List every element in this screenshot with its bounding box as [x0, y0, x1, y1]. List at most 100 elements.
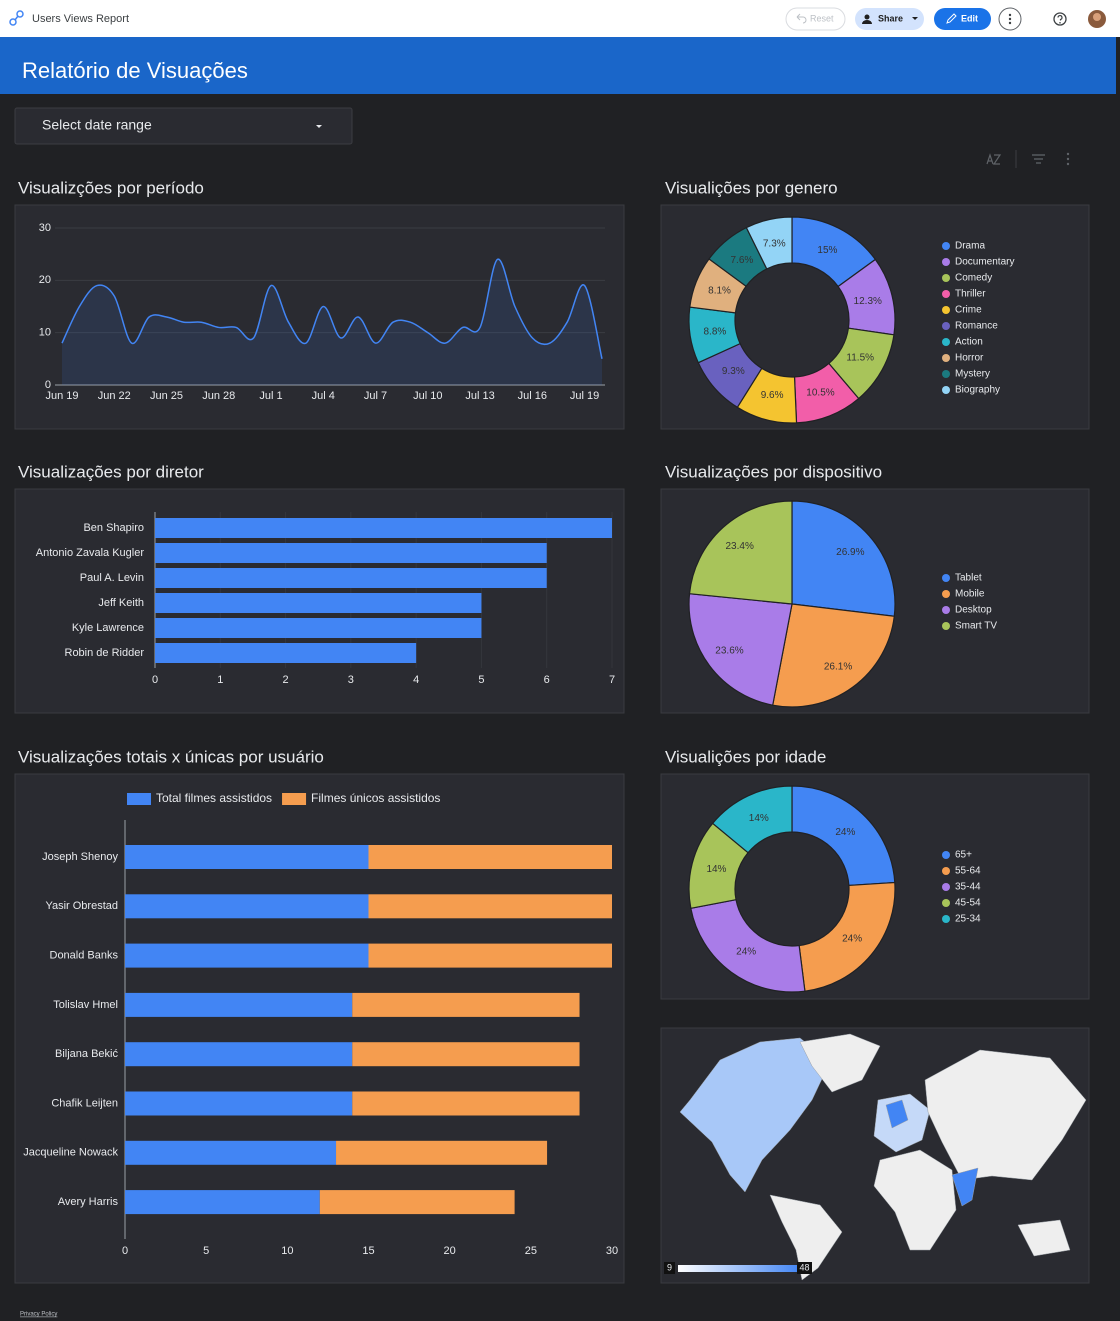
share-button[interactable]: Share — [855, 8, 924, 30]
legend-swatch — [942, 622, 950, 630]
chart-title: Visualições por idade — [665, 747, 826, 766]
toolbar-more[interactable] — [1066, 152, 1070, 166]
y-tick-label: Jeff Keith — [98, 597, 144, 609]
legend-label: Biography — [955, 385, 1000, 396]
reset-button[interactable]: Reset — [785, 7, 846, 31]
bar — [368, 894, 612, 919]
y-tick-label: Ben Shapiro — [83, 522, 144, 534]
x-tick-label: 6 — [544, 674, 550, 686]
legend-swatch — [127, 793, 151, 805]
x-tick-label: Jul 10 — [413, 390, 442, 402]
bar — [125, 992, 353, 1017]
bar — [352, 1091, 580, 1116]
legend-label: 35-44 — [955, 882, 981, 893]
legend-swatch — [942, 606, 950, 614]
avatar[interactable] — [1088, 10, 1106, 28]
slice-label: 7.3% — [763, 239, 786, 250]
legend-label: Desktop — [955, 605, 992, 616]
legend-label: Total filmes assistidos — [156, 791, 272, 805]
y-tick-label: 0 — [45, 379, 51, 391]
line-series — [61, 258, 603, 360]
x-tick-label: 1 — [217, 674, 223, 686]
legend-label: Documentary — [955, 257, 1014, 268]
scale-min-label: 9 — [667, 1262, 672, 1272]
bar — [125, 845, 369, 869]
x-tick-label: Jul 13 — [465, 390, 494, 402]
bar — [368, 845, 612, 869]
x-tick-label: Jun 22 — [98, 390, 131, 402]
legend-swatch — [942, 242, 950, 250]
bar — [352, 1042, 580, 1067]
legend-swatch — [942, 258, 950, 266]
legend-swatch — [942, 574, 950, 582]
filter-icon[interactable] — [1032, 154, 1045, 164]
slice-label: 8.1% — [708, 286, 731, 297]
x-tick-label: Jul 4 — [312, 390, 335, 402]
share-label: Share — [878, 13, 903, 23]
x-tick-label: Jul 16 — [518, 390, 547, 402]
legend-label: Crime — [955, 305, 982, 316]
privacy-link[interactable]: Privacy Policy — [20, 1312, 57, 1318]
legend-label: Drama — [955, 241, 985, 252]
edit-button[interactable]: Edit — [934, 8, 991, 30]
slice-label: 23.4% — [726, 541, 754, 552]
legend-swatch — [942, 590, 950, 598]
slice — [690, 898, 806, 993]
slice — [688, 500, 793, 605]
legend-label: Horror — [955, 353, 984, 364]
slice — [745, 216, 793, 270]
x-tick-label: 2 — [283, 674, 289, 686]
y-tick-label: Avery Harris — [58, 1196, 119, 1208]
slice-label: 23.6% — [715, 645, 743, 656]
slice-label: 9.6% — [761, 390, 784, 401]
bar — [352, 992, 580, 1017]
bar — [155, 618, 482, 638]
bar — [125, 1190, 320, 1215]
slice-label: 26.1% — [824, 662, 852, 673]
date-range-control[interactable]: Select date range — [14, 107, 353, 145]
slice-label: 10.5% — [806, 387, 834, 398]
y-tick-label: Paul A. Levin — [80, 572, 144, 584]
help-button[interactable] — [1053, 12, 1067, 26]
chart-title: Visualizações por diretor — [18, 462, 204, 481]
more-button[interactable] — [998, 7, 1022, 31]
y-tick-label: 30 — [39, 222, 51, 234]
x-tick-label: Jun 28 — [202, 390, 235, 402]
x-tick-label: 4 — [413, 674, 419, 686]
x-tick-label: 10 — [281, 1245, 293, 1257]
x-tick-label: 0 — [152, 674, 158, 686]
bar — [155, 643, 417, 663]
x-tick-label: 5 — [203, 1245, 209, 1257]
chart-title: Visualizações por dispositivo — [665, 462, 882, 481]
legend-label: Smart TV — [955, 621, 997, 632]
x-tick-label: Jul 1 — [259, 390, 282, 402]
y-tick-label: Joseph Shenoy — [42, 851, 118, 863]
report-title: Users Views Report — [32, 13, 129, 25]
legend-swatch — [942, 867, 950, 875]
x-tick-label: Jun 19 — [45, 390, 78, 402]
bar — [155, 593, 482, 613]
y-tick-label: Robin de Ridder — [65, 647, 145, 659]
slice — [791, 500, 896, 617]
edit-label: Edit — [961, 13, 978, 23]
legend-label: 25-34 — [955, 914, 981, 925]
bar — [368, 943, 612, 968]
legend-swatch — [942, 370, 950, 378]
legend-label: Action — [955, 337, 983, 348]
top-bar — [0, 0, 1120, 37]
bar — [125, 894, 369, 919]
y-tick-label: Donald Banks — [50, 950, 119, 962]
sort-icon[interactable] — [986, 153, 1002, 165]
slice-label: 7.6% — [731, 255, 754, 266]
legend-swatch — [282, 793, 307, 805]
bar — [155, 543, 547, 563]
bar — [125, 1091, 353, 1116]
legend-label: Mystery — [955, 369, 990, 380]
legend-swatch — [942, 354, 950, 362]
y-tick-label: Chafik Leijten — [51, 1097, 118, 1109]
date-range-label: Select date range — [42, 117, 152, 133]
logo — [9, 10, 24, 26]
scale-min-box — [664, 1262, 675, 1274]
x-tick-label: 7 — [609, 674, 615, 686]
slice-label: 24% — [835, 827, 855, 838]
